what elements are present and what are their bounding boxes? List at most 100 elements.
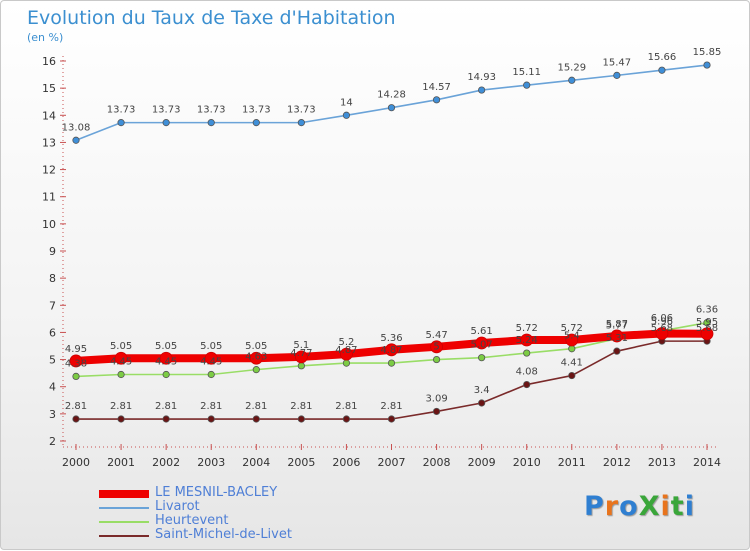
data-point <box>658 66 666 74</box>
x-tick-label: 2002 <box>152 456 180 469</box>
data-point <box>430 340 443 354</box>
y-tick-label: 10 <box>42 218 56 231</box>
data-label: 2.81 <box>290 401 312 412</box>
data-point <box>700 327 714 341</box>
brand-letter: i <box>660 491 671 522</box>
data-label: 15.66 <box>648 52 677 63</box>
data-point <box>523 81 531 89</box>
data-point <box>162 119 170 127</box>
data-label: 5 <box>433 342 439 353</box>
data-point <box>252 366 260 374</box>
data-point <box>249 351 263 365</box>
data-label: 15.11 <box>512 67 541 78</box>
data-label: 5.72 <box>561 323 583 334</box>
y-tick-label: 14 <box>42 109 56 122</box>
data-label: 2.81 <box>110 401 132 412</box>
data-label: 6.06 <box>651 313 673 324</box>
data-point <box>478 86 486 94</box>
data-point <box>162 415 170 423</box>
data-point <box>475 336 489 350</box>
data-point <box>432 355 441 364</box>
y-tick-label: 11 <box>42 191 56 204</box>
data-label: 2.81 <box>155 401 177 412</box>
y-tick-label: 5 <box>49 354 56 367</box>
y-tick-label: 4 <box>49 381 56 394</box>
data-label: 13.73 <box>242 105 271 116</box>
x-tick-label: 2005 <box>287 456 315 469</box>
data-label: 5.68 <box>651 323 673 334</box>
data-label: 3.09 <box>425 393 447 404</box>
data-point <box>72 136 80 144</box>
data-point <box>703 319 711 327</box>
y-tick-label: 2 <box>49 435 56 448</box>
legend-swatch <box>99 490 149 498</box>
chart-title: Evolution du Taux de Taxe d'Habitation <box>27 7 396 29</box>
data-point <box>207 119 215 127</box>
data-point <box>117 119 125 127</box>
data-label: 5.4 <box>564 331 580 342</box>
legend-swatch <box>99 521 149 523</box>
data-label: 4.45 <box>200 357 222 368</box>
y-tick-label: 8 <box>49 272 56 285</box>
data-point <box>114 351 128 365</box>
brand-logo: ProXiti <box>584 491 695 522</box>
x-tick-label: 2007 <box>378 456 406 469</box>
data-point <box>69 354 83 368</box>
data-label: 5.68 <box>696 323 718 334</box>
data-point <box>297 119 305 127</box>
data-label: 5.05 <box>110 341 132 352</box>
data-label: 5.31 <box>606 333 628 344</box>
data-label: 13.08 <box>62 122 91 133</box>
x-tick-label: 2010 <box>513 456 541 469</box>
data-label: 5.72 <box>516 323 538 334</box>
data-label: 15.29 <box>557 62 586 73</box>
data-label: 2.81 <box>65 401 87 412</box>
data-point <box>655 327 669 340</box>
x-tick-label: 2008 <box>423 456 451 469</box>
data-label: 5.2 <box>338 337 354 348</box>
data-point <box>387 104 396 112</box>
data-label: 4.38 <box>65 358 87 369</box>
data-label: 13.73 <box>107 105 136 116</box>
data-point <box>610 329 624 343</box>
brand-letter: t <box>670 491 685 522</box>
y-tick-label: 16 <box>42 55 56 68</box>
data-point <box>297 362 305 370</box>
data-point <box>523 380 531 389</box>
data-label: 14.93 <box>467 72 496 83</box>
data-point <box>703 61 711 69</box>
data-label: 4.41 <box>561 358 583 369</box>
data-point <box>72 415 80 423</box>
legend-label: Saint-Michel-de-Livet <box>155 527 292 542</box>
data-point <box>568 76 576 84</box>
data-point <box>342 415 351 423</box>
data-label: 14.57 <box>422 82 451 93</box>
series-line <box>75 64 708 142</box>
data-point <box>204 351 218 365</box>
data-label: 5.95 <box>696 317 718 328</box>
x-tick-label: 2001 <box>107 456 135 469</box>
data-label: 5.07 <box>471 340 493 351</box>
data-point <box>387 359 396 367</box>
data-point <box>252 415 260 423</box>
data-point <box>207 370 215 379</box>
data-label: 4.87 <box>335 345 357 356</box>
data-label: 2.81 <box>335 401 357 412</box>
data-label: 5.05 <box>245 341 267 352</box>
data-label: 4.87 <box>380 345 402 356</box>
data-label: 5.77 <box>606 321 628 332</box>
data-point <box>613 347 621 355</box>
data-label: 4.45 <box>110 357 132 368</box>
data-label: 4.77 <box>290 348 312 359</box>
data-label: 5.05 <box>200 341 222 352</box>
data-point <box>432 407 441 416</box>
x-tick-label: 2000 <box>62 456 90 469</box>
data-point <box>297 415 305 423</box>
data-point <box>523 349 531 357</box>
data-label: 4.08 <box>516 367 538 378</box>
data-label: 2.81 <box>380 401 402 412</box>
data-point <box>478 354 486 362</box>
data-label: 14 <box>340 97 353 108</box>
